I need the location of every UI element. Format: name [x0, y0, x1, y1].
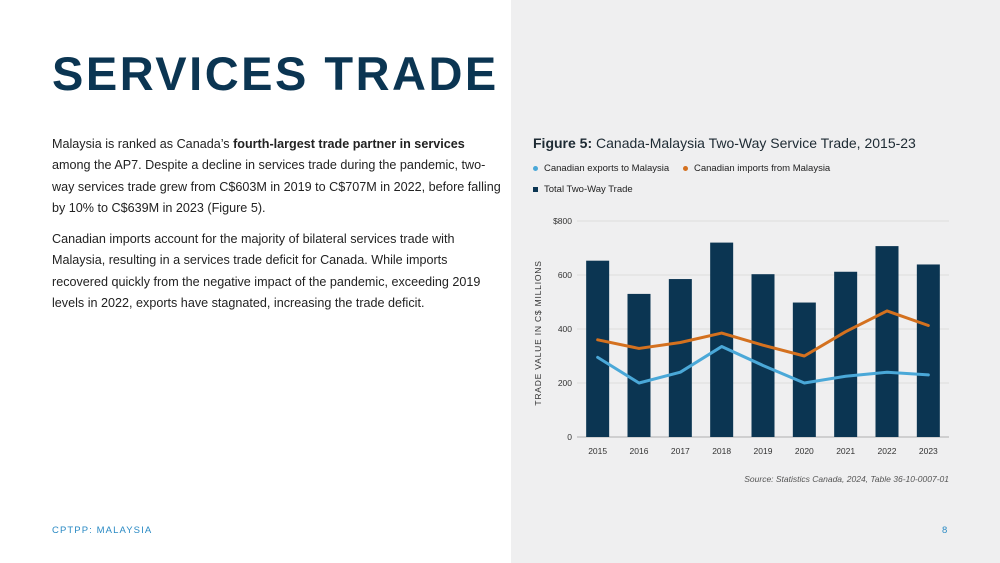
y-tick-label: 0 — [567, 432, 572, 442]
page-title: SERVICES TRADE — [52, 47, 499, 100]
bar — [834, 271, 858, 437]
y-tick-label: 600 — [558, 270, 572, 280]
x-tick-label: 2017 — [671, 446, 690, 456]
footer-label: CPTPP: MALAYSIA — [52, 525, 153, 536]
y-axis-label: TRADE VALUE IN C$ MILLIONS — [533, 260, 543, 405]
y-tick-label: 400 — [558, 324, 572, 334]
series-line-exports — [596, 345, 930, 385]
paragraph-1-lead: Malaysia is ranked as Canada’s — [52, 137, 234, 151]
paragraph-2: Canadian imports account for the majorit… — [52, 232, 481, 311]
legend-item-total: Total Two-Way Trade — [533, 184, 633, 195]
bar — [916, 264, 940, 437]
x-tick-label: 2015 — [588, 446, 607, 456]
paragraph-1: Malaysia is ranked as Canada’s fourth-la… — [52, 134, 502, 219]
bar — [586, 260, 610, 437]
x-tick-label: 2023 — [919, 446, 938, 456]
legend-swatch-exports — [533, 166, 538, 171]
paragraph-1-rest: among the AP7. Despite a decline in serv… — [52, 158, 501, 215]
body-text: Malaysia is ranked as Canada’s fourth-la… — [52, 134, 502, 324]
bar — [668, 279, 692, 437]
figure-caption: Canada-Malaysia Two-Way Service Trade, 2… — [596, 135, 916, 151]
x-tick-label: 2021 — [836, 446, 855, 456]
figure-label: Figure 5: — [533, 135, 593, 151]
x-tick-label: 2016 — [630, 446, 649, 456]
legend-label-exports: Canadian exports to Malaysia — [544, 163, 670, 174]
bar — [751, 274, 775, 437]
x-tick-label: 2018 — [712, 446, 731, 456]
x-tick-label: 2019 — [754, 446, 773, 456]
legend-label-total: Total Two-Way Trade — [544, 184, 633, 195]
figure-title: Figure 5: Canada-Malaysia Two-Way Servic… — [533, 135, 916, 151]
legend-item-imports: Canadian imports from Malaysia — [683, 163, 830, 174]
y-tick-label: 200 — [558, 378, 572, 388]
trade-chart: 0 200 400 600 $800 TRADE VALUE IN C$ MILLIONS… — [533, 216, 949, 456]
legend-item-exports: Canadian exports to Malaysia — [533, 163, 669, 174]
y-tick-label: $800 — [553, 216, 572, 226]
bar — [710, 242, 734, 437]
series-line-imports — [596, 309, 930, 358]
paragraph-1-highlight: fourth-largest trade partner in services — [233, 137, 465, 151]
legend-swatch-total — [533, 187, 538, 192]
bar — [875, 246, 899, 437]
x-tick-label: 2022 — [878, 446, 897, 456]
bar — [627, 293, 651, 437]
legend-swatch-imports — [683, 166, 688, 171]
legend-label-imports: Canadian imports from Malaysia — [694, 163, 831, 174]
page-number: 8 — [942, 525, 948, 536]
source-note: Source: Statistics Canada, 2024, Table 3… — [744, 474, 949, 484]
bar — [792, 302, 816, 437]
x-tick-label: 2020 — [795, 446, 814, 456]
